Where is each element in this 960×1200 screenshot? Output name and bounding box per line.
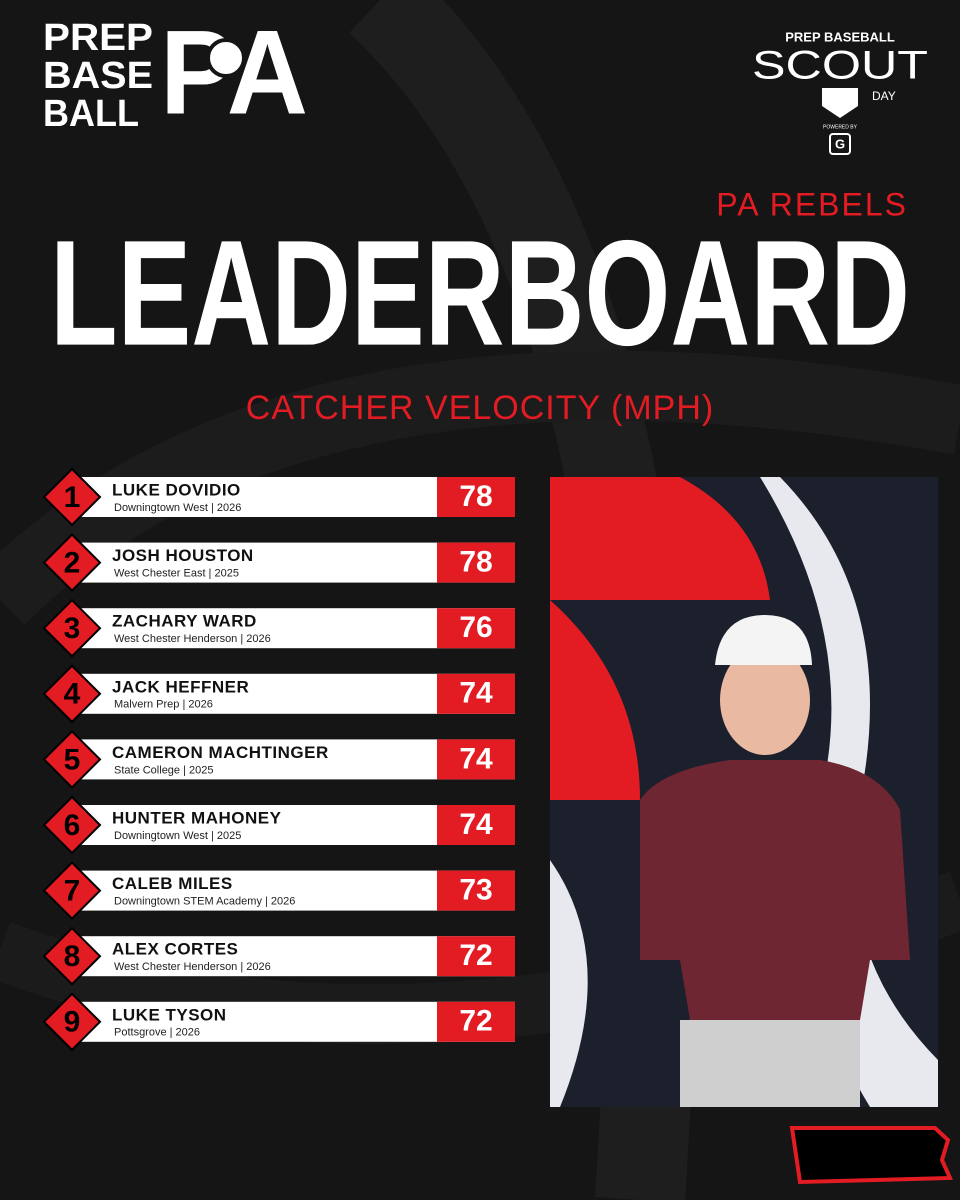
rank-diamond [42, 729, 102, 789]
rank-diamond [42, 598, 102, 658]
player-detail: Downingtown West | 2026 [114, 502, 241, 514]
badge-powered: POWERED BY [823, 124, 858, 130]
player-name: HUNTER MAHONEY [112, 808, 282, 827]
player-photo [550, 477, 938, 1107]
rank-diamond [42, 795, 102, 855]
photo-red-arc [550, 477, 770, 600]
leaderboard-row: 4 JACK HEFFNER Malvern Prep | 2026 74 [42, 664, 515, 724]
rank: 9 [64, 1006, 81, 1039]
page-title: LEADERBOARD [50, 209, 910, 377]
velocity: 78 [459, 480, 492, 513]
player-detail: Malvern Prep | 2026 [114, 699, 213, 711]
state-outline [789, 1126, 954, 1185]
logo: PREP BASE BALL PA [43, 6, 308, 140]
pants [680, 1020, 860, 1107]
player-name: ALEX CORTES [112, 940, 238, 959]
player-name: ZACHARY WARD [112, 612, 257, 631]
player-name: JACK HEFFNER [112, 677, 249, 696]
player-detail: West Chester East | 2025 [114, 568, 239, 580]
logo-line: BASE [43, 55, 153, 97]
sponsor-box [829, 133, 851, 155]
leaderboard-row: 1 LUKE DOVIDIO Downingtown West | 2026 78 [42, 467, 515, 527]
rank: 6 [64, 809, 81, 842]
leaderboard-row: 8 ALEX CORTES West Chester Henderson | 202… [42, 926, 515, 986]
rank-diamond [42, 664, 102, 724]
rank-diamond [42, 992, 102, 1052]
team-name: PA REBELS [716, 186, 908, 222]
player-name: LUKE TYSON [112, 1005, 227, 1024]
scout-badge: PREP BASEBALL SCOUT DAY POWERED BY G [752, 29, 928, 155]
cap [715, 615, 812, 665]
rank: 2 [64, 547, 81, 580]
value-box [437, 1001, 515, 1042]
rank: 1 [64, 481, 81, 514]
jersey [640, 760, 910, 1020]
player-name: LUKE DOVIDIO [112, 480, 241, 499]
ball-icon [206, 38, 246, 78]
leaderboard-row: 6 HUNTER MAHONEY Downingtown West | 2025 74 [42, 795, 515, 855]
badge-sponsor: G [835, 136, 845, 151]
badge-top: PREP BASEBALL [785, 29, 895, 44]
velocity: 76 [459, 611, 492, 644]
velocity: 72 [459, 939, 492, 972]
player-detail: West Chester Henderson | 2026 [114, 961, 271, 973]
velocity: 74 [459, 742, 493, 775]
badge-sub: DAY [872, 89, 896, 103]
player-detail: State College | 2025 [114, 764, 213, 776]
value-box [437, 936, 515, 977]
value-box [437, 542, 515, 583]
leaderboard-row: 7 CALEB MILES Downingtown STEM Academy | 2… [42, 861, 515, 921]
rank: 3 [64, 612, 81, 645]
rank-diamond [42, 467, 102, 527]
photo-white-arc [550, 860, 588, 1107]
badge-shield [822, 88, 858, 118]
face [720, 645, 810, 755]
player-name: JOSH HOUSTON [112, 546, 254, 565]
leaderboard-row: 3 ZACHARY WARD West Chester Henderson | 20… [42, 598, 515, 658]
value-box [437, 870, 515, 911]
player-name: CALEB MILES [112, 874, 233, 893]
rank-diamond [42, 861, 102, 921]
rank: 4 [64, 678, 81, 711]
velocity: 73 [459, 874, 492, 907]
subtitle: CATCHER VELOCITY (MPH) [246, 389, 714, 427]
value-box [437, 477, 515, 517]
player-detail: West Chester Henderson | 2026 [114, 633, 271, 645]
rank: 8 [64, 940, 81, 973]
leaderboard-row: 5 CAMERON MACHTINGER State College | 2025 7… [42, 729, 515, 789]
player-detail: Pottsgrove | 2026 [114, 1027, 200, 1039]
badge-main: SCOUT [752, 44, 928, 88]
velocity: 78 [459, 546, 492, 579]
leaderboard-row: 9 LUKE TYSON Pottsgrove | 2026 72 [42, 992, 515, 1052]
velocity: 74 [459, 808, 493, 841]
leaderboard-row: 2 JOSH HOUSTON West Chester East | 2025 78 [42, 533, 515, 593]
velocity: 72 [459, 1005, 492, 1038]
logo-line: PREP [43, 17, 153, 59]
logo-line: BALL [43, 93, 139, 135]
rank-diamond [42, 533, 102, 593]
rank: 5 [64, 743, 81, 776]
player-name: CAMERON MACHTINGER [112, 743, 329, 762]
velocity: 74 [459, 677, 493, 710]
value-box [437, 805, 515, 845]
bg-curve [0, 350, 960, 625]
value-box [437, 608, 515, 649]
photo-red-arc [550, 600, 640, 800]
rank: 7 [64, 875, 81, 908]
value-box [437, 673, 515, 714]
rank-diamond [42, 926, 102, 986]
player-detail: Downingtown STEM Academy | 2026 [114, 896, 295, 908]
value-box [437, 739, 515, 780]
player-detail: Downingtown West | 2025 [114, 830, 241, 842]
